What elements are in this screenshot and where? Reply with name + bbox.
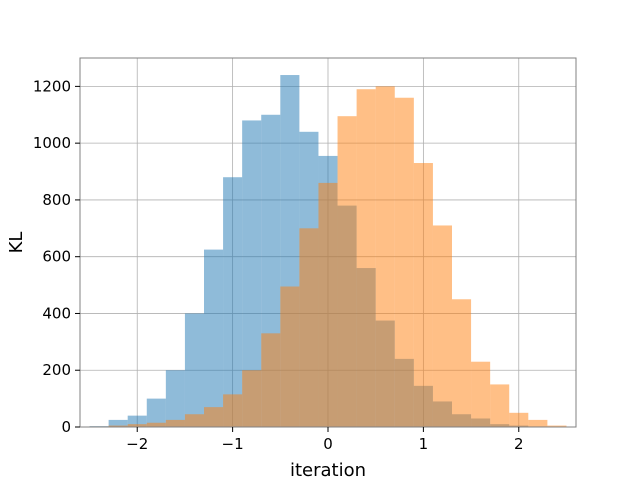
histogram-bar xyxy=(184,313,204,427)
y-tick-label: 600 xyxy=(42,248,71,266)
x-tick-label: −1 xyxy=(222,435,244,453)
histogram-bar xyxy=(146,422,166,427)
histogram-bar xyxy=(204,249,224,427)
histogram-bar xyxy=(127,415,147,427)
y-tick-label: 1200 xyxy=(33,77,71,95)
x-tick-label: 2 xyxy=(514,435,524,453)
histogram-bar xyxy=(509,412,529,427)
histogram-bar xyxy=(337,116,357,427)
histogram-bars xyxy=(89,75,567,428)
histogram-bar xyxy=(471,361,491,427)
histogram-bar xyxy=(184,414,204,427)
y-axis-label: KL xyxy=(6,232,27,254)
x-tick-label: 0 xyxy=(323,435,333,453)
histogram-bar xyxy=(223,177,243,427)
histogram-bar xyxy=(547,425,567,427)
histogram-bar xyxy=(318,182,338,427)
histogram-bar xyxy=(452,299,472,427)
histogram-bar xyxy=(127,424,147,427)
histogram-bar xyxy=(394,97,414,427)
histogram-bar xyxy=(356,89,376,427)
histogram-bar xyxy=(280,286,300,427)
histogram-bar xyxy=(204,407,224,427)
histogram-bar xyxy=(108,425,128,427)
histogram-bar xyxy=(146,398,166,427)
x-tick-label: 1 xyxy=(419,435,429,453)
axis-ticks: −2 −1 0 1 2 0 200 400 600 800 1000 1200 xyxy=(33,77,524,453)
histogram-bar xyxy=(432,225,452,427)
histogram-bar xyxy=(490,384,510,427)
y-tick-label: 1000 xyxy=(33,134,71,152)
y-tick-label: 200 xyxy=(42,361,71,379)
histogram-bar xyxy=(165,370,185,427)
x-tick-label: −2 xyxy=(126,435,148,453)
y-tick-label: 400 xyxy=(42,304,71,322)
histogram-bar xyxy=(242,120,262,427)
y-tick-label: 0 xyxy=(61,418,71,436)
histogram-bar xyxy=(223,394,243,427)
y-tick-label: 800 xyxy=(42,191,71,209)
histogram-bar xyxy=(165,419,185,427)
x-axis-label: iteration xyxy=(290,460,366,480)
histogram-bar xyxy=(261,333,281,427)
histogram-bar xyxy=(413,163,433,427)
histogram-bar xyxy=(375,86,395,427)
histogram-bar xyxy=(108,419,128,427)
histogram-bar xyxy=(299,228,319,427)
histogram-bar xyxy=(242,370,262,427)
series-2-bars xyxy=(89,86,567,427)
histogram-bar xyxy=(528,419,548,427)
